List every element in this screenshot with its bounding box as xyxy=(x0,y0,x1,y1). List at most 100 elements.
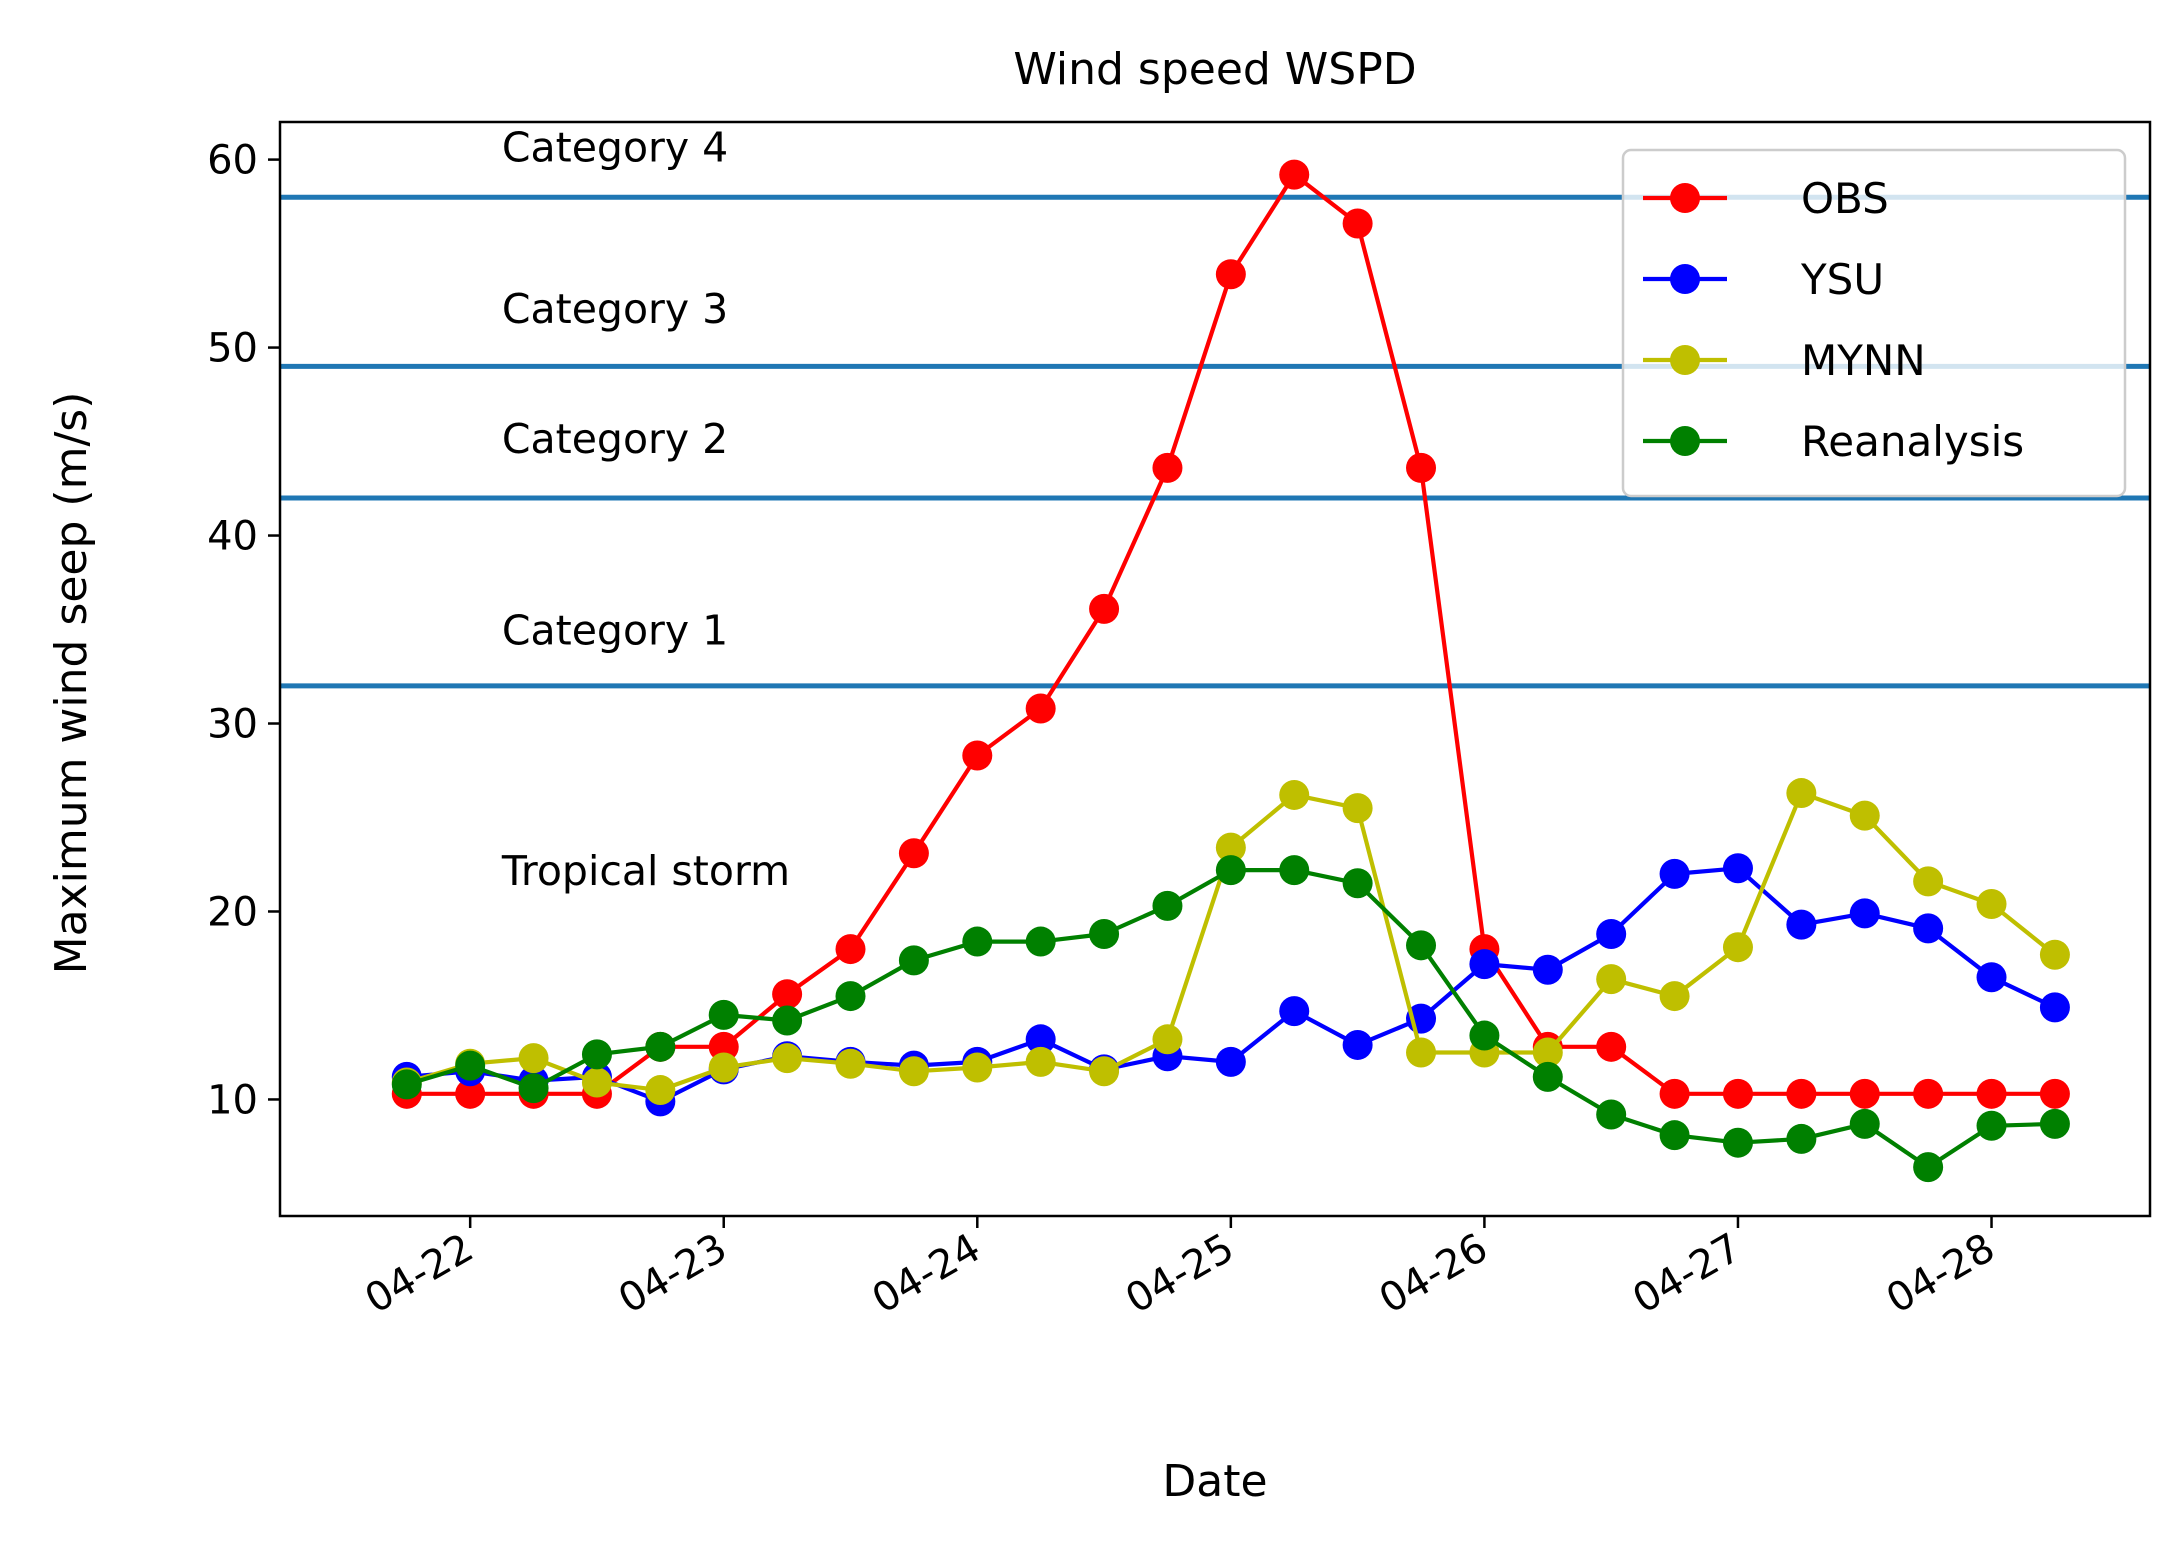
data-point-ysu xyxy=(1722,853,1753,884)
legend-label: MYNN xyxy=(1801,336,1926,385)
data-point-mynn xyxy=(1722,932,1753,963)
x-tick-label: 04-27 xyxy=(1625,1225,1749,1323)
data-point-mynn xyxy=(898,1056,929,1087)
data-point-reanalysis xyxy=(1849,1108,1880,1139)
data-point-obs xyxy=(1089,593,1120,624)
data-point-mynn xyxy=(1849,800,1880,831)
x-tick-label: 04-25 xyxy=(1118,1225,1242,1323)
y-axis-label: Maximum wind seep (m/s) xyxy=(46,392,97,975)
data-point-mynn xyxy=(581,1067,612,1098)
y-tick-label: 60 xyxy=(207,138,258,184)
data-point-obs xyxy=(2039,1078,2070,1109)
data-point-ysu xyxy=(1025,1024,1056,1055)
data-point-reanalysis xyxy=(1722,1127,1753,1158)
data-point-reanalysis xyxy=(772,1005,803,1036)
data-point-reanalysis xyxy=(645,1031,676,1062)
data-point-ysu xyxy=(1469,949,1500,980)
data-point-mynn xyxy=(1406,1037,1437,1068)
data-point-mynn xyxy=(1976,888,2007,919)
data-point-mynn xyxy=(1025,1046,1056,1077)
data-point-ysu xyxy=(1596,919,1627,950)
data-point-reanalysis xyxy=(518,1073,549,1104)
data-point-mynn xyxy=(1659,981,1690,1012)
legend-box xyxy=(1621,148,2127,498)
data-point-mynn xyxy=(2039,939,2070,970)
data-point-mynn xyxy=(1913,866,1944,897)
data-point-mynn xyxy=(1279,779,1310,810)
data-point-reanalysis xyxy=(1342,868,1373,899)
annotation-category-4: Category 4 xyxy=(502,123,728,171)
data-point-reanalysis xyxy=(391,1069,422,1100)
data-point-obs xyxy=(1215,259,1246,290)
annotation-tropical-storm: Tropical storm xyxy=(501,847,790,895)
data-point-obs xyxy=(1596,1031,1627,1062)
data-point-obs xyxy=(1406,452,1437,483)
x-tick-label: 04-26 xyxy=(1372,1225,1496,1323)
data-point-obs xyxy=(1279,159,1310,190)
legend-item-mynn: MYNN xyxy=(1643,336,1926,385)
data-point-mynn xyxy=(962,1052,993,1083)
data-point-ysu xyxy=(1786,909,1817,940)
data-point-ysu xyxy=(1976,962,2007,993)
data-point-reanalysis xyxy=(1406,930,1437,961)
data-point-mynn xyxy=(1342,793,1373,824)
series-reanalysis xyxy=(391,855,2070,1183)
data-point-obs xyxy=(1913,1078,1944,1109)
legend-marker xyxy=(1670,264,1700,294)
data-point-obs xyxy=(1659,1078,1690,1109)
data-point-reanalysis xyxy=(835,981,866,1012)
legend: OBS YSU MYNN Reanalysis xyxy=(1621,148,2127,498)
data-point-mynn xyxy=(1152,1024,1183,1055)
data-point-obs xyxy=(1152,452,1183,483)
data-point-reanalysis xyxy=(1659,1120,1690,1151)
data-point-obs xyxy=(962,740,993,771)
data-point-reanalysis xyxy=(1089,919,1120,950)
data-point-reanalysis xyxy=(1913,1152,1944,1183)
data-point-reanalysis xyxy=(1215,855,1246,886)
x-tick-label: 04-23 xyxy=(611,1225,735,1323)
legend-label: Reanalysis xyxy=(1801,417,2024,466)
series-mynn xyxy=(391,778,2070,1106)
data-point-ysu xyxy=(1279,996,1310,1027)
data-point-reanalysis xyxy=(1152,890,1183,921)
data-point-reanalysis xyxy=(2039,1108,2070,1139)
legend-label: OBS xyxy=(1801,174,1889,223)
x-axis-label: Date xyxy=(1162,1456,1267,1507)
data-point-reanalysis xyxy=(455,1050,486,1081)
legend-marker xyxy=(1670,426,1700,456)
data-series xyxy=(391,159,2070,1183)
data-point-reanalysis xyxy=(1596,1099,1627,1130)
data-point-obs xyxy=(1976,1078,2007,1109)
data-point-mynn xyxy=(518,1043,549,1074)
plot-frame xyxy=(278,120,2152,1218)
data-point-obs xyxy=(1342,208,1373,239)
data-point-mynn xyxy=(772,1043,803,1074)
chart-title: Wind speed WSPD xyxy=(1013,44,1416,95)
legend-marker xyxy=(1670,345,1700,375)
data-point-reanalysis xyxy=(1532,1061,1563,1092)
data-point-reanalysis xyxy=(1786,1123,1817,1154)
y-tick-label: 30 xyxy=(207,702,258,748)
y-tick-label: 40 xyxy=(207,514,258,560)
legend-item-ysu: YSU xyxy=(1643,255,1884,304)
x-tick-label: 04-24 xyxy=(865,1225,989,1323)
data-point-mynn xyxy=(708,1052,739,1083)
x-tick-label: 04-28 xyxy=(1879,1225,2003,1323)
category-annotations: Tropical storm Category 1 Category 2 Catego… xyxy=(501,123,790,895)
x-tick-label: 04-22 xyxy=(358,1225,482,1323)
data-point-reanalysis xyxy=(708,999,739,1030)
data-point-obs xyxy=(898,838,929,869)
data-point-reanalysis xyxy=(1279,855,1310,886)
y-tick-label: 20 xyxy=(207,889,258,935)
data-point-ysu xyxy=(1849,898,1880,929)
legend-item-obs: OBS xyxy=(1643,174,1889,223)
data-point-ysu xyxy=(1342,1029,1373,1060)
data-point-obs xyxy=(1786,1078,1817,1109)
data-point-ysu xyxy=(1215,1046,1246,1077)
data-point-mynn xyxy=(1532,1037,1563,1068)
data-point-reanalysis xyxy=(1469,1020,1500,1051)
data-point-ysu xyxy=(2039,992,2070,1023)
data-point-obs xyxy=(455,1078,486,1109)
